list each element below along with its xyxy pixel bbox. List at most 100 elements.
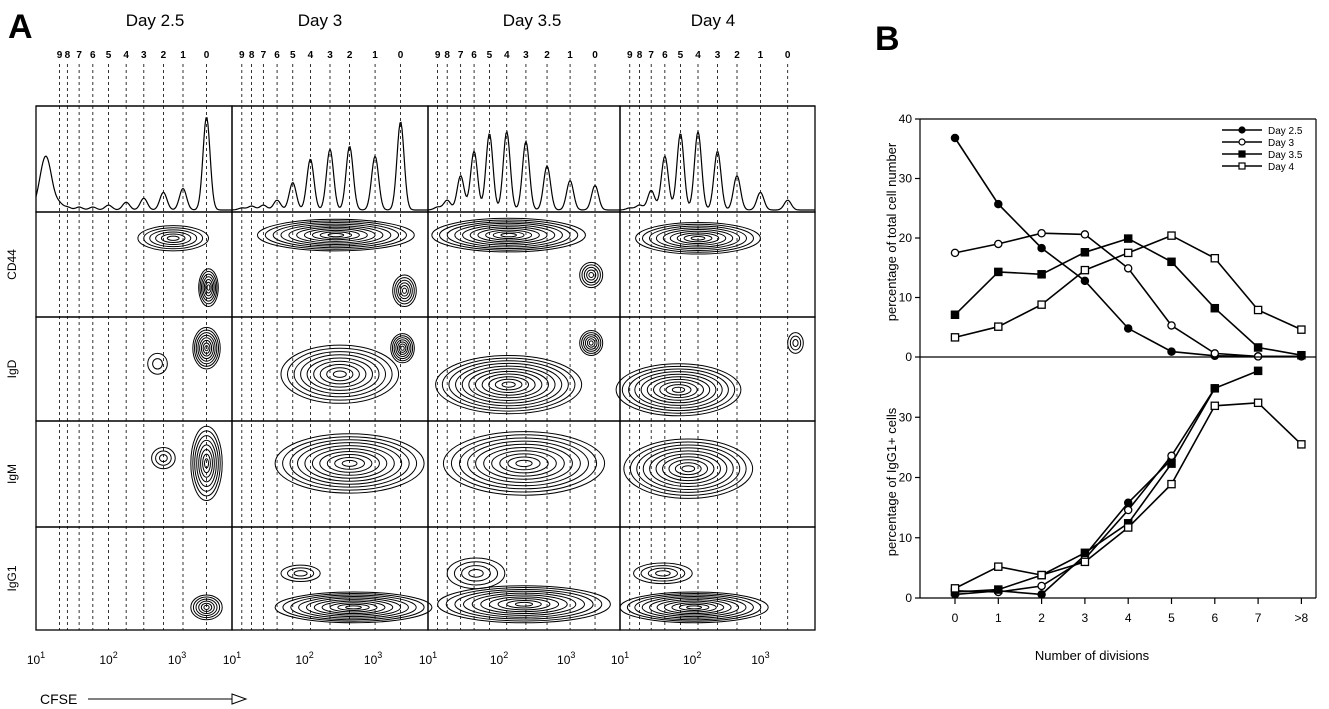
contour-line <box>501 381 516 388</box>
contour-line <box>581 332 602 354</box>
data-point <box>994 267 1003 277</box>
contour-line <box>264 220 407 250</box>
contour-line <box>787 332 804 354</box>
x-tick-label: 102 <box>683 650 701 667</box>
contour-line <box>649 225 747 252</box>
contour-line <box>334 457 366 470</box>
contour-line <box>280 344 400 404</box>
contour-line <box>655 453 721 485</box>
data-point <box>1037 590 1046 599</box>
x-tick-exponent: 2 <box>309 650 314 660</box>
series-line <box>954 370 1259 593</box>
contour-line <box>642 447 734 491</box>
x-tick-label: 102 <box>295 650 313 667</box>
x-tick-exponent: 2 <box>503 650 508 660</box>
contour-line <box>441 357 576 412</box>
division-label: 2 <box>347 50 353 61</box>
contour-line <box>192 326 221 370</box>
row-label: IgG1 <box>5 565 19 591</box>
x-tick-label: 103 <box>364 650 382 667</box>
panel-a-letter: A <box>8 8 33 46</box>
x-tick-label: 1 <box>995 611 1002 625</box>
contour-line <box>514 601 534 607</box>
contour-line <box>274 433 425 494</box>
data-point <box>1297 325 1306 334</box>
contour-line <box>469 226 548 245</box>
contour-line <box>668 459 709 479</box>
data-point <box>1037 581 1046 591</box>
contour-line <box>442 431 606 496</box>
data-point <box>1123 234 1133 243</box>
x-tick-label: 0 <box>952 611 959 625</box>
division-label: 4 <box>308 50 314 61</box>
contour-line <box>272 222 400 249</box>
contour-line <box>615 363 742 417</box>
contour-line <box>446 221 571 250</box>
division-label: 8 <box>444 50 450 61</box>
contour-line <box>437 585 611 624</box>
x-tick-label: 103 <box>168 650 186 667</box>
contour-line <box>297 442 403 485</box>
contour-line <box>326 367 354 382</box>
contour-line <box>665 384 692 396</box>
contour-line <box>198 600 215 615</box>
y-tick-label: 10 <box>899 531 913 545</box>
cfse-label: CFSE <box>40 691 77 707</box>
contour-line <box>199 270 218 305</box>
x-tick-label: 103 <box>751 650 769 667</box>
contour-line <box>671 386 686 393</box>
contour-line <box>147 352 168 375</box>
contour-line <box>640 373 717 406</box>
data-point <box>1037 300 1046 309</box>
contour-line <box>676 232 720 245</box>
contour-line <box>194 435 219 492</box>
division-label: 6 <box>471 50 477 61</box>
contour-line <box>635 221 761 255</box>
legend-marker <box>1238 162 1246 170</box>
contour-line <box>586 338 596 348</box>
series-line <box>954 401 1302 590</box>
contour-line <box>681 465 696 473</box>
contour-line <box>690 235 706 241</box>
bottom-y-axis-label: percentage of IgG1+ cells <box>884 407 899 556</box>
x-tick-label: 101 <box>611 650 629 667</box>
contour-line <box>477 227 540 243</box>
contour-line <box>341 459 358 467</box>
contour-line <box>151 447 176 470</box>
data-point <box>1210 253 1220 263</box>
data-point <box>1123 264 1133 273</box>
flow-panel-frame <box>35 211 233 318</box>
contour-line <box>629 441 747 496</box>
x-tick-label: 102 <box>99 650 117 667</box>
data-point <box>1167 321 1176 330</box>
contour-line <box>640 565 686 582</box>
data-point <box>994 585 1003 594</box>
contour-line <box>396 279 413 302</box>
contour-line <box>398 343 407 353</box>
contour-line <box>391 335 414 362</box>
division-label: 0 <box>398 50 404 61</box>
contour-line <box>143 227 204 250</box>
division-label: 7 <box>648 50 654 61</box>
data-point <box>950 133 960 143</box>
division-label: 9 <box>57 50 63 61</box>
x-tick-label: 3 <box>1082 611 1089 625</box>
x-tick-exponent: 2 <box>696 650 701 660</box>
contour-line <box>311 448 388 479</box>
data-point <box>1253 305 1263 315</box>
contour-line <box>303 228 368 242</box>
flow-panel-frame <box>231 316 429 422</box>
division-label: 6 <box>274 50 280 61</box>
division-label: 5 <box>106 50 112 61</box>
y-tick-label: 20 <box>899 471 913 485</box>
contour-line <box>653 378 704 401</box>
contour-line <box>467 440 581 487</box>
data-point <box>1080 230 1090 239</box>
data-point <box>1037 270 1046 279</box>
contour-line <box>190 425 223 501</box>
data-point <box>1123 324 1133 333</box>
data-point <box>1080 557 1090 567</box>
data-point <box>1037 243 1046 253</box>
